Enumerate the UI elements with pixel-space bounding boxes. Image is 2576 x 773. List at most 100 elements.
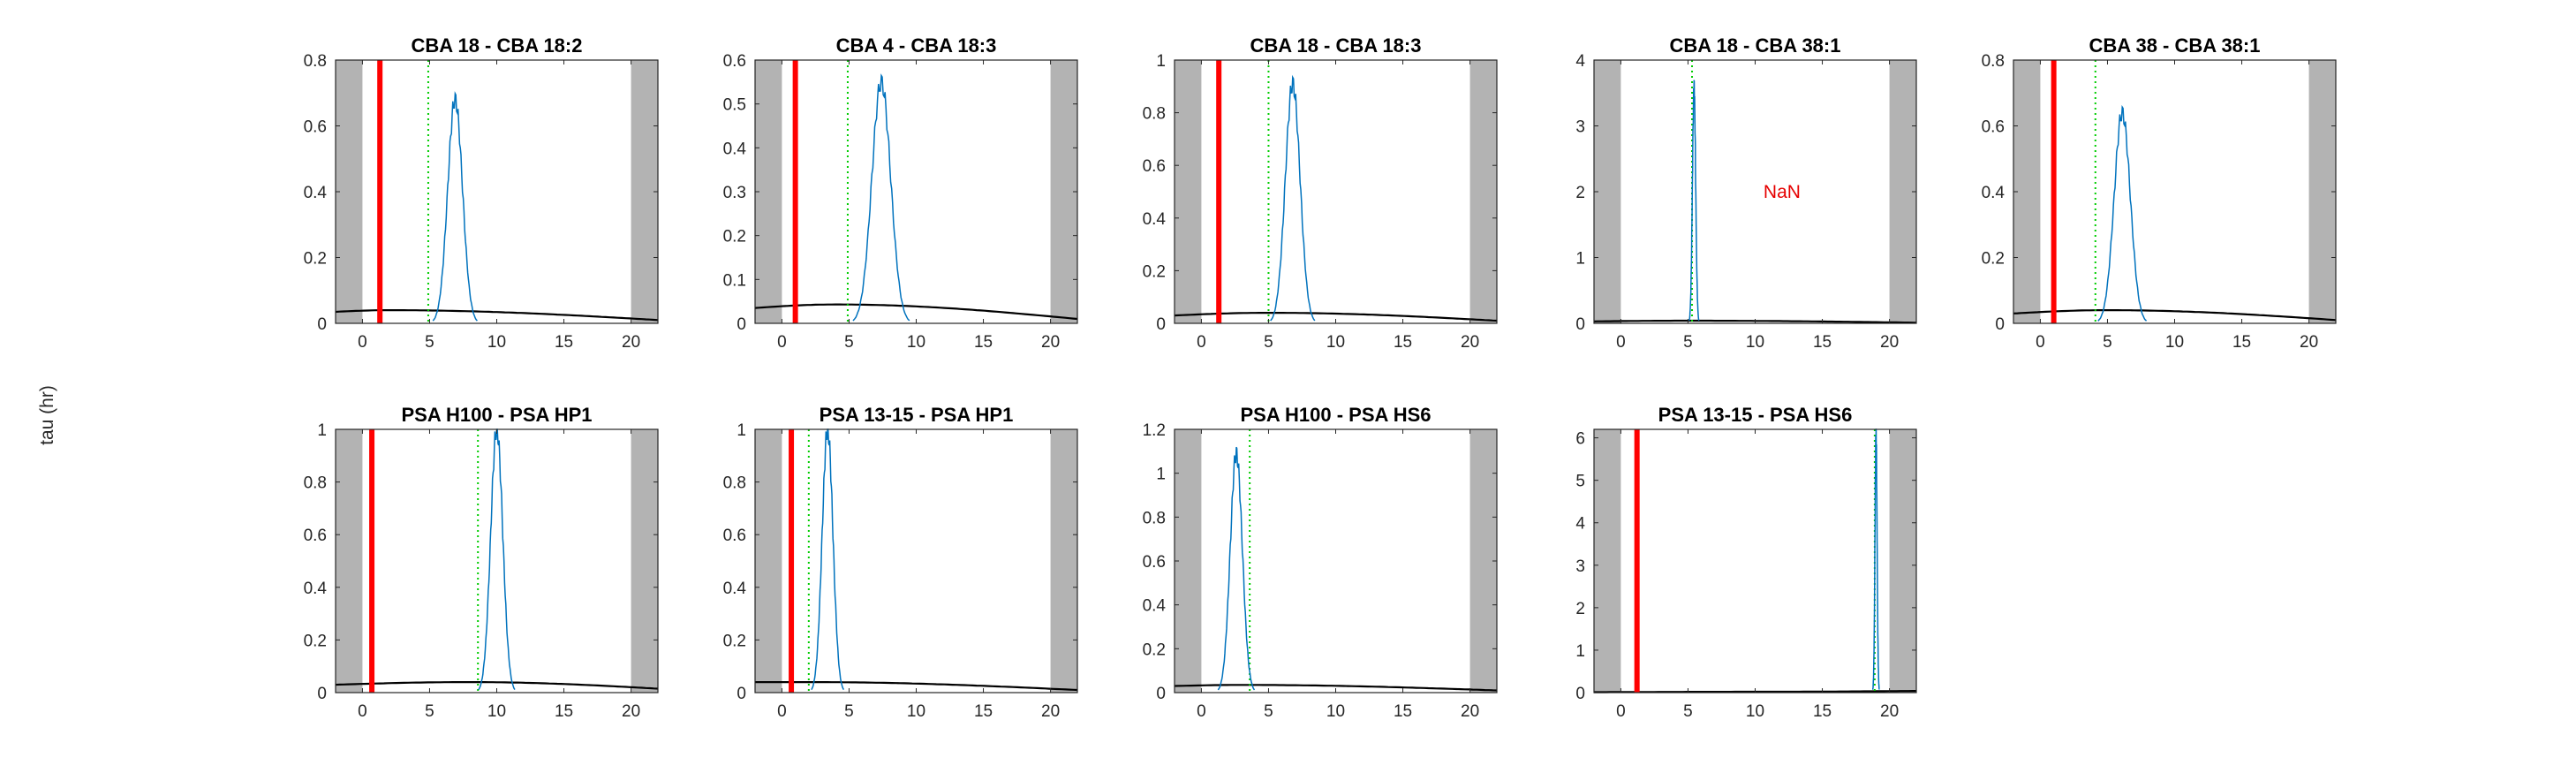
- baseline-curve: [1174, 312, 1498, 322]
- x-tick-label: 15: [555, 702, 573, 721]
- y-tick-label: 0: [1575, 315, 1585, 334]
- y-tick-label: 1: [317, 421, 327, 440]
- shaded-region-1: [1594, 429, 1621, 693]
- x-tick-label: 15: [1394, 702, 1412, 721]
- y-tick-label: 1: [1156, 466, 1166, 484]
- y-tick-label: 0.8: [304, 474, 327, 493]
- x-tick-label: 0: [1616, 702, 1626, 721]
- y-tick-label: 0.6: [723, 527, 746, 545]
- y-tick-label: 0.4: [723, 140, 747, 158]
- subplot-8: 0 5 10 15 20 0 0.2 0.4 0.6 0.8 1 1.2 PSA H100 - PSA …: [1143, 404, 1498, 721]
- x-tick-label: 15: [974, 702, 993, 721]
- shaded-region-2: [1050, 429, 1077, 693]
- shaded-region-1: [1175, 60, 1202, 323]
- plot-area: [1175, 60, 1497, 323]
- subplot-2: 0 5 10 15 20 0 0.1 0.2 0.3 0.4 0.5 0.6 CBA 4 - CBA 1…: [723, 34, 1078, 352]
- y-tick-label: 0.6: [1982, 118, 2005, 137]
- subplot-4: 0 5 10 15 20 0 1 2 3 4 CBA 18 - CBA 38:1 NaN: [1575, 34, 1917, 352]
- baseline-curve: [2013, 309, 2337, 322]
- y-tick-label: 0.8: [723, 474, 746, 493]
- y-tick-label: 1: [1156, 52, 1166, 71]
- y-tick-label: 0.4: [304, 580, 328, 598]
- y-tick-label: 0.2: [723, 228, 746, 246]
- x-tick-label: 5: [1683, 702, 1693, 721]
- x-tick-label: 20: [622, 702, 640, 721]
- shaded-region-1: [1175, 429, 1202, 693]
- x-tick-label: 20: [1880, 702, 1899, 721]
- shaded-region-2: [631, 429, 658, 693]
- x-tick-label: 15: [974, 333, 993, 352]
- y-tick-label: 0.6: [723, 52, 746, 71]
- y-tick-label: 0.5: [723, 96, 746, 115]
- y-tick-label: 0.2: [304, 250, 327, 269]
- plot-area: [755, 429, 1077, 693]
- y-tick-label: 0.8: [304, 52, 327, 71]
- y-tick-label: 1: [737, 421, 746, 440]
- baseline-curve: [755, 680, 1078, 692]
- x-tick-label: 15: [555, 333, 573, 352]
- shaded-region-2: [1889, 60, 1916, 323]
- y-tick-label: 0.4: [1143, 597, 1167, 616]
- y-tick-label: 0.8: [1143, 509, 1166, 527]
- subplot-7: 0 5 10 15 20 0 0.2 0.4 0.6 0.8 1 PSA 13-15 - PSA HP…: [723, 404, 1078, 721]
- x-tick-label: 10: [2165, 333, 2184, 352]
- peak-curve: [432, 91, 478, 322]
- x-tick-label: 20: [622, 333, 640, 352]
- x-tick-label: 10: [1746, 702, 1764, 721]
- subplot-9: 0 5 10 15 20 0 1 2 3 4 5 6 PSA 13-15 - PSA HS6: [1575, 404, 1917, 721]
- subplot-title: PSA 13-15 - PSA HP1: [820, 404, 1014, 426]
- baseline-curve: [335, 309, 659, 322]
- y-tick-label: 0: [317, 315, 327, 334]
- y-tick-label: 6: [1575, 430, 1585, 449]
- shaded-region-1: [755, 429, 782, 693]
- x-tick-label: 5: [2103, 333, 2112, 352]
- shaded-region-1: [336, 60, 363, 323]
- y-tick-label: 0.8: [1982, 52, 2005, 71]
- y-tick-label: 0.6: [304, 118, 327, 137]
- x-tick-label: 0: [2036, 333, 2045, 352]
- subplot-title: CBA 38 - CBA 38:1: [2089, 34, 2261, 57]
- x-tick-label: 5: [1264, 702, 1273, 721]
- subplot-title: CBA 4 - CBA 18:3: [836, 34, 997, 57]
- peak-curve: [1688, 80, 1700, 322]
- x-tick-label: 10: [487, 333, 506, 352]
- y-tick-label: 0.6: [304, 527, 327, 545]
- x-tick-label: 5: [844, 702, 854, 721]
- x-tick-label: 5: [1683, 333, 1693, 352]
- shaded-region-2: [1469, 60, 1497, 323]
- shaded-region-1: [755, 60, 782, 323]
- subplot-title: PSA H100 - PSA HS6: [1240, 404, 1431, 426]
- plot-area: [336, 60, 658, 323]
- shaded-region-1: [2013, 60, 2041, 323]
- shaded-region-2: [1050, 60, 1077, 323]
- subplot-title: PSA H100 - PSA HP1: [401, 404, 592, 426]
- x-tick-label: 15: [1813, 702, 1832, 721]
- y-tick-label: 0.2: [304, 632, 327, 650]
- x-tick-label: 20: [1041, 702, 1060, 721]
- x-tick-label: 10: [907, 702, 925, 721]
- x-tick-label: 15: [1394, 333, 1412, 352]
- baseline-curve: [754, 303, 1078, 321]
- x-tick-label: 15: [1813, 333, 1832, 352]
- peak-curve: [1217, 446, 1256, 691]
- y-tick-label: 0.2: [1982, 250, 2005, 269]
- plot-area: [2013, 60, 2336, 323]
- y-tick-label: 0: [1575, 685, 1585, 703]
- subplot-title: PSA 13-15 - PSA HS6: [1658, 404, 1853, 426]
- y-tick-label: 0: [1995, 315, 2005, 334]
- x-tick-label: 0: [358, 702, 367, 721]
- y-tick-label: 0.6: [1143, 157, 1166, 176]
- y-tick-label: 0.2: [1143, 262, 1166, 281]
- x-tick-label: 20: [2300, 333, 2318, 352]
- y-tick-label: 3: [1575, 118, 1585, 137]
- annotation-text: NaN: [1764, 182, 1801, 202]
- y-tick-label: 0.8: [1143, 105, 1166, 124]
- x-tick-label: 5: [425, 333, 434, 352]
- y-tick-label: 0: [737, 685, 746, 703]
- plot-area: [755, 60, 1077, 323]
- y-tick-label: 0.2: [723, 632, 746, 650]
- shaded-region-2: [1889, 429, 1916, 693]
- y-tick-label: 3: [1575, 557, 1585, 576]
- x-tick-label: 5: [425, 702, 434, 721]
